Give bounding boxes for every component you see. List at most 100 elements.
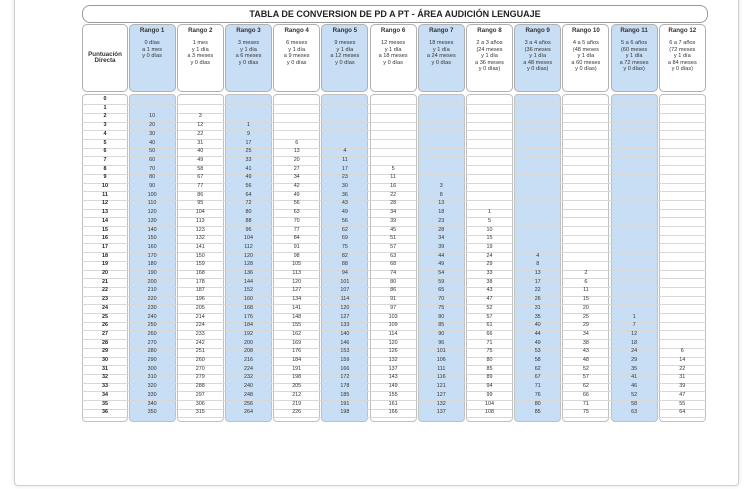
pt-value: 152 (244, 287, 253, 294)
pt-value (514, 140, 561, 148)
pt-value: 76 (534, 391, 541, 398)
row-divider (82, 365, 706, 367)
pt-value (659, 340, 706, 348)
pt-value (659, 174, 706, 182)
range-desc-line: a 1 mes (142, 46, 163, 53)
pt-value: 141 (292, 304, 302, 311)
row-divider (82, 408, 706, 410)
pt-value: 196 (195, 296, 205, 303)
pt-value: 8 (439, 191, 443, 198)
pd-value: 2 (103, 113, 107, 120)
pt-value: 97 (390, 304, 397, 311)
pt-value: 34 (293, 174, 300, 181)
pt-value: 75 (438, 304, 445, 311)
range-header-11: Rango 11 5 a 6 años (60 meses y 1 día a 72 m… (610, 24, 658, 92)
pd-value: 8 (103, 165, 107, 172)
row-divider (82, 208, 706, 210)
range-desc-line: y 0 días) (671, 66, 694, 73)
pt-value (514, 200, 561, 208)
pt-value (514, 122, 561, 130)
pt-value: 46 (631, 383, 638, 390)
row-divider (82, 347, 706, 349)
pt-value: 54 (438, 270, 445, 276)
pt-value (659, 279, 706, 287)
pt-value: 288 (195, 383, 205, 390)
range-desc-line: a 60 meses (571, 59, 601, 66)
pt-value (466, 131, 513, 139)
pt-value: 64 (245, 191, 252, 198)
pt-value (225, 96, 272, 104)
pd-value: 29 (102, 348, 108, 355)
row-divider (82, 226, 706, 227)
range-desc-line: 9 meses (334, 40, 356, 47)
row-divider (82, 295, 706, 297)
pt-value (611, 105, 658, 113)
pt-value: 11 (390, 174, 396, 181)
pt-value (466, 157, 513, 165)
pt-value: 290 (147, 357, 157, 363)
range-desc-line: a 9 meses (283, 53, 310, 60)
pt-value (466, 200, 513, 208)
range-desc-line: y 0 días) (526, 66, 549, 73)
row-divider (82, 313, 706, 314)
pt-value: 94 (341, 270, 348, 276)
pt-value: 49 (534, 339, 541, 346)
pt-value (659, 166, 706, 174)
pd-value: 15 (102, 226, 108, 233)
range-header-10: Rango 10 4 a 5 años (48 meses y 1 día a 60 m… (562, 24, 610, 92)
range-desc-line: 4 a 5 años (572, 40, 599, 47)
range-desc-line: y 1 día (384, 46, 402, 53)
pt-value (562, 131, 609, 139)
pt-value (273, 113, 320, 121)
pt-value: 58 (197, 165, 204, 172)
range-header-3: Rango 3 3 meses y 1 día a 6 meses y 0 días (225, 24, 272, 92)
range-desc-line: y 1 día (673, 53, 691, 60)
pt-value: 52 (582, 365, 589, 372)
range-name: Rango 1 (139, 27, 165, 34)
pt-value: 18 (438, 209, 445, 216)
pt-value: 120 (388, 339, 398, 346)
pt-value: 127 (436, 391, 446, 398)
pt-value: 104 (195, 209, 205, 216)
range-desc-line: a 24 meses (426, 53, 456, 60)
pt-value: 70 (149, 165, 156, 172)
pt-value: 190 (147, 270, 157, 276)
pt-value (514, 113, 561, 121)
pt-value: 63 (293, 209, 300, 216)
pt-value: 150 (147, 235, 157, 242)
pt-value (562, 157, 609, 165)
pt-value: 260 (195, 357, 205, 363)
row-divider (82, 252, 706, 254)
pt-value: 13 (293, 148, 300, 155)
pd-value: 20 (102, 270, 108, 276)
pt-value: 61 (486, 322, 493, 329)
pt-value (562, 209, 609, 217)
pt-value (514, 218, 561, 226)
pt-value: 56 (245, 183, 252, 189)
pt-value: 315 (195, 409, 205, 416)
pt-value (659, 244, 706, 252)
pt-value: 340 (147, 400, 157, 407)
pt-value: 300 (147, 365, 157, 372)
pt-value: 114 (340, 296, 350, 303)
pt-value: 320 (147, 383, 157, 390)
pt-value: 178 (195, 278, 205, 285)
pt-value (611, 305, 658, 313)
pt-value: 5 (391, 165, 395, 172)
pd-value: 4 (103, 130, 107, 137)
pt-value: 15 (486, 235, 493, 242)
range-column-8 (466, 94, 513, 422)
pd-value: 23 (102, 296, 108, 303)
pt-value (659, 314, 706, 322)
pt-value: 100 (147, 191, 157, 198)
pt-value: 28 (438, 226, 445, 233)
pt-value (514, 227, 561, 235)
range-header-6: Rango 6 12 meses y 1 día a 18 meses y 0 días (369, 24, 417, 92)
range-desc-line: y 1 día (288, 46, 306, 53)
pt-value (562, 235, 609, 243)
pt-value: 44 (534, 330, 541, 337)
pt-value: 47 (486, 296, 493, 303)
pt-value: 90 (438, 330, 445, 337)
pt-value: 62 (534, 365, 541, 372)
pt-value: 224 (244, 365, 253, 372)
